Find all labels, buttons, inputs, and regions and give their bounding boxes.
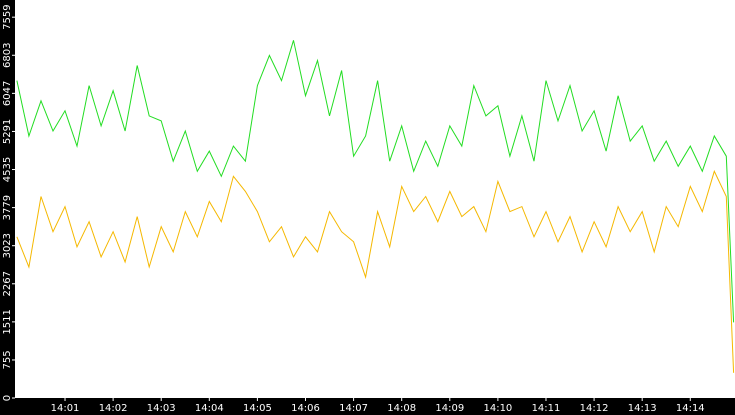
y-tick-label: 6047 bbox=[2, 81, 13, 106]
x-tick-label: 14:14 bbox=[676, 403, 705, 414]
x-tick-label: 14:04 bbox=[195, 403, 224, 414]
x-tick-label: 14:05 bbox=[243, 403, 272, 414]
plot-area bbox=[15, 0, 735, 398]
y-tick-label: 1511 bbox=[2, 309, 13, 334]
x-tick-label: 14:02 bbox=[99, 403, 128, 414]
series-line bbox=[16, 40, 735, 323]
x-tick-label: 14:13 bbox=[628, 403, 657, 414]
y-tick-label: 755 bbox=[2, 350, 13, 369]
y-tick-label: 2267 bbox=[2, 271, 13, 296]
x-tick-label: 14:03 bbox=[147, 403, 176, 414]
y-tick-label: 5291 bbox=[2, 119, 13, 144]
y-tick-label: 4535 bbox=[2, 157, 13, 182]
series-line bbox=[16, 169, 735, 373]
y-tick-label: 6803 bbox=[2, 43, 13, 68]
x-tick-label: 14:12 bbox=[580, 403, 609, 414]
x-tick-label: 14:11 bbox=[532, 403, 561, 414]
y-tick-label: 3779 bbox=[2, 195, 13, 220]
y-tick-label: 0 bbox=[2, 395, 13, 401]
x-tick-label: 14:10 bbox=[483, 403, 512, 414]
x-tick-label: 14:07 bbox=[339, 403, 368, 414]
y-tick-label: 3023 bbox=[2, 233, 13, 258]
y-tick-label: 7559 bbox=[2, 4, 13, 29]
x-tick-label: 14:01 bbox=[51, 403, 80, 414]
x-tick-label: 14:06 bbox=[291, 403, 320, 414]
x-tick-label: 14:09 bbox=[435, 403, 464, 414]
x-tick-label: 14:08 bbox=[387, 403, 416, 414]
